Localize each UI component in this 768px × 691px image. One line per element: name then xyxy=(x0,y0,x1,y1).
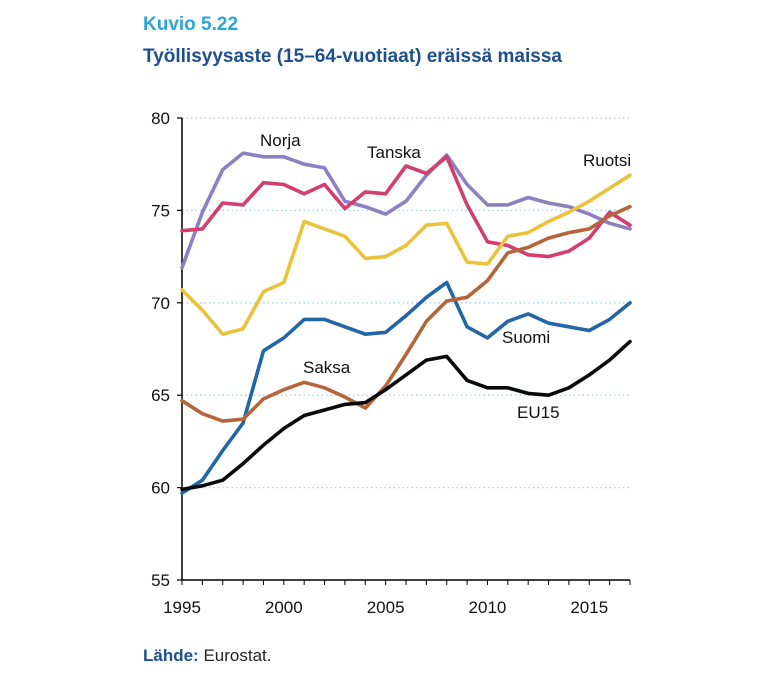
series-line-norja xyxy=(180,151,632,270)
source-label: Lähde: xyxy=(143,646,199,665)
source-text: Eurostat. xyxy=(203,646,272,665)
axes xyxy=(181,118,630,581)
source-note: Lähde: Eurostat. xyxy=(143,646,272,666)
y-ticks: 55 60 65 70 75 80 xyxy=(151,109,182,590)
x-ticks: 1995 2000 2005 2010 2015 xyxy=(163,580,631,617)
x-tick-label-1995: 1995 xyxy=(163,598,201,617)
series-line-saksa xyxy=(180,204,632,423)
y-tick-label-55: 55 xyxy=(151,571,170,590)
y-tick-label-65: 65 xyxy=(151,386,170,405)
gridlines xyxy=(182,117,630,489)
series-line-suomi xyxy=(180,280,632,495)
x-tick-label-2005: 2005 xyxy=(367,598,405,617)
series-label-eu15: EU15 xyxy=(517,403,560,422)
series-label-tanska: Tanska xyxy=(367,143,421,162)
x-tick-label-2010: 2010 xyxy=(469,598,507,617)
figure-label: Kuvio 5.22 xyxy=(143,14,239,35)
series-line-ruotsi xyxy=(180,173,632,337)
x-tick-label-2015: 2015 xyxy=(570,598,608,617)
chart-title: Työllisyysaste (15–64-vuotiaat) eräissä … xyxy=(143,46,562,67)
series-label-saksa: Saksa xyxy=(303,358,351,377)
series-line-eu15 xyxy=(180,339,632,492)
series-label-ruotsi: Ruotsi xyxy=(583,151,631,170)
series-label-suomi: Suomi xyxy=(502,328,550,347)
series-labels: Norja Tanska Ruotsi Suomi Saksa EU15 xyxy=(260,131,631,422)
series-label-norja: Norja xyxy=(260,131,301,150)
y-tick-label-75: 75 xyxy=(151,201,170,220)
y-tick-label-70: 70 xyxy=(151,294,170,313)
x-tick-label-2000: 2000 xyxy=(265,598,303,617)
series-lines xyxy=(180,151,632,495)
y-tick-label-80: 80 xyxy=(151,109,170,128)
series-line-tanska xyxy=(180,155,632,259)
y-tick-label-60: 60 xyxy=(151,479,170,498)
